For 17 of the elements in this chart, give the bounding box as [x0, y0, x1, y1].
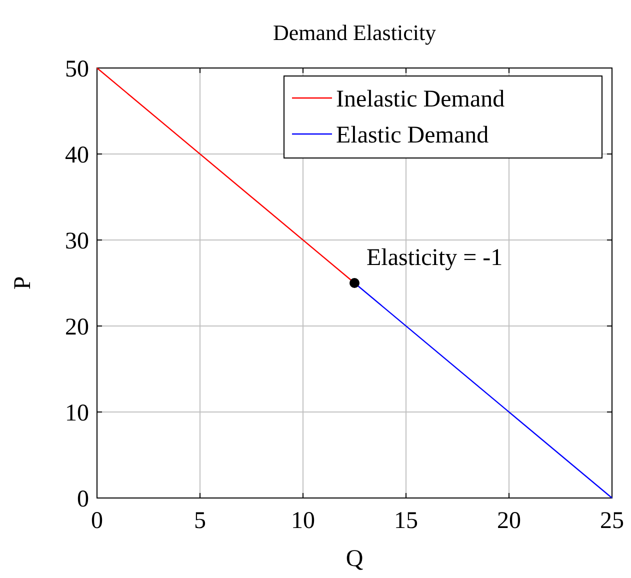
- x-axis-title: Q: [346, 546, 364, 572]
- y-tick-label: 10: [65, 400, 89, 426]
- legend-label: Inelastic Demand: [336, 86, 505, 112]
- x-tick-label: 20: [497, 508, 521, 534]
- y-axis-title: P: [10, 276, 36, 290]
- x-tick-label: 15: [394, 508, 418, 534]
- legend-label: Elastic Demand: [336, 122, 489, 148]
- x-tick-label: 25: [600, 508, 624, 534]
- annotation: Elasticity = -1: [366, 245, 503, 271]
- y-tick-label: 20: [65, 314, 89, 340]
- y-tick-label: 30: [65, 228, 89, 254]
- x-tick-label: 5: [194, 508, 206, 534]
- y-tick-label: 40: [65, 142, 89, 168]
- chart-title: Demand Elasticity: [272, 20, 436, 45]
- x-tick-label: 10: [291, 508, 315, 534]
- y-tick-label: 0: [77, 486, 89, 512]
- y-tick-label: 50: [65, 56, 89, 82]
